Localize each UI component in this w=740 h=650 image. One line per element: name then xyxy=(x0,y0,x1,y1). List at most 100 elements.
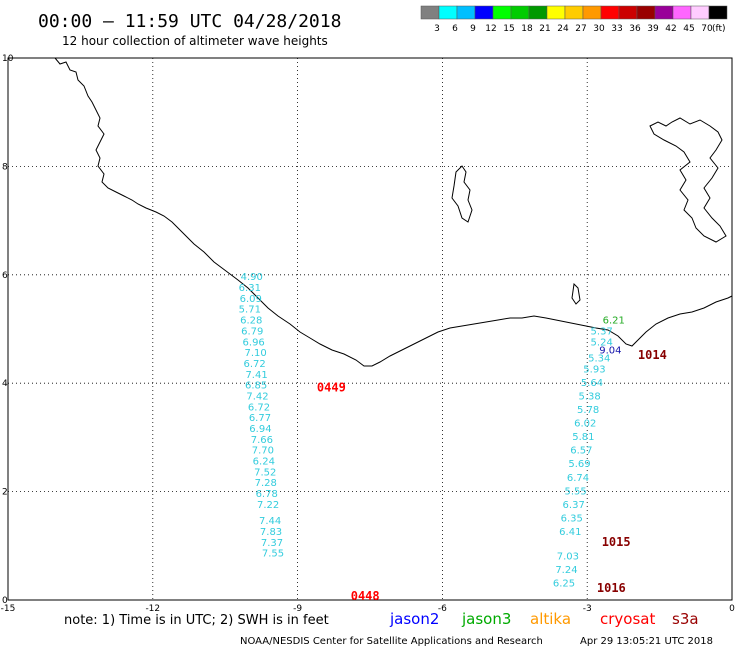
x-tick-label: 0 xyxy=(729,604,735,614)
colorbar-label: 27 xyxy=(575,24,586,34)
colorbar-swatch xyxy=(438,5,458,20)
colorbar-label: 12 xyxy=(485,24,496,34)
page-title: 00:00 – 11:59 UTC 04/28/2018 xyxy=(38,11,341,32)
colorbar-label: 15 xyxy=(503,24,514,34)
satellite-legend: jason2 jason3 altika cryosat s3a xyxy=(389,610,699,628)
wave-height-value: 5.69 xyxy=(568,459,590,470)
coastal-lagoon-outline xyxy=(571,282,581,305)
wave-height-value: 7.03 xyxy=(557,551,579,562)
map-frame xyxy=(7,57,733,601)
wave-height-value: 6.94 xyxy=(249,424,271,435)
wave-height-value: 6.78 xyxy=(256,489,278,500)
satellite-legend-altika: altika xyxy=(530,610,571,628)
wave-height-value: 7.52 xyxy=(254,467,276,478)
satellite-legend-s3a: s3a xyxy=(672,610,699,628)
wave-height-value: 5.93 xyxy=(583,364,605,375)
wave-height-value: 6.77 xyxy=(249,413,271,424)
satellite-legend-jason3: jason3 xyxy=(461,610,511,628)
x-tick-label: -3 xyxy=(583,604,592,614)
wave-height-value: 4.90 xyxy=(241,272,263,283)
colorbar-label: 9 xyxy=(470,24,476,34)
x-tick-label: -12 xyxy=(145,604,160,614)
colorbar-label: 39 xyxy=(647,24,659,34)
wave-height-value: 6.37 xyxy=(563,500,585,511)
wave-height-value: 6.74 xyxy=(567,473,589,484)
wave-height-value: 5.64 xyxy=(581,378,603,389)
colorbar-label: 30 xyxy=(593,24,605,34)
wave-height-value: 6.21 xyxy=(603,316,625,327)
wave-height-value: 7.44 xyxy=(259,516,281,527)
wave-height-value: 5.34 xyxy=(588,354,610,365)
wave-height-value: 6.72 xyxy=(244,359,266,370)
pass-time-label: 1016 xyxy=(597,581,626,595)
wave-height-value: 6.09 xyxy=(240,294,262,305)
wave-height-value: 6.72 xyxy=(248,402,270,413)
wave-height-value: 7.66 xyxy=(251,435,273,446)
colorbar-swatch xyxy=(690,5,710,20)
footer-timestamp: Apr 29 13:05:21 UTC 2018 xyxy=(580,636,713,647)
pass-time-label: 1014 xyxy=(638,348,667,362)
wave-height-value: 6.57 xyxy=(570,446,592,457)
wave-height-value: 6.24 xyxy=(253,457,275,468)
colorbar-swatch xyxy=(546,5,566,20)
wave-height-value: 5.38 xyxy=(578,391,600,402)
colorbar-swatch xyxy=(474,5,494,20)
y-tick-label: 10 xyxy=(2,54,14,64)
y-tick-label: 6 xyxy=(2,271,8,281)
river-niger-delta-outline xyxy=(649,117,727,243)
colorbar-label: 45 xyxy=(683,24,694,34)
page-subtitle: 12 hour collection of altimeter wave hei… xyxy=(62,34,328,48)
west-africa-coastline xyxy=(54,57,733,367)
footer-org: NOAA/NESDIS Center for Satellite Applica… xyxy=(240,636,543,647)
x-tick-label: -6 xyxy=(438,604,447,614)
wave-height-value: 7.55 xyxy=(262,549,284,560)
colorbar-swatch xyxy=(492,5,512,20)
colorbar-label: 42 xyxy=(665,24,676,34)
wave-height-value: 7.37 xyxy=(261,538,283,549)
pass-time-label: 0448 xyxy=(351,589,380,603)
colorbar-label: 70 xyxy=(701,24,713,34)
pass-time-label: 1015 xyxy=(602,535,631,549)
colorbar-swatch xyxy=(654,5,674,20)
colorbar-label: 36 xyxy=(629,24,641,34)
wave-height-value: 6.35 xyxy=(561,513,583,524)
wave-height-value: 6.25 xyxy=(553,578,575,589)
wave-height-value: 6.79 xyxy=(241,326,263,337)
colorbar-swatch xyxy=(708,5,728,20)
graticule xyxy=(8,58,732,600)
wave-height-value: 7.24 xyxy=(555,565,577,576)
colorbar-label: 6 xyxy=(452,24,458,34)
y-tick-label: 4 xyxy=(2,379,8,389)
wave-height-value: 5.71 xyxy=(239,305,261,316)
wave-height-value: 6.96 xyxy=(243,337,265,348)
colorbar-swatch xyxy=(618,5,638,20)
wave-height-value: 5.55 xyxy=(564,486,586,497)
lake-volta-outline xyxy=(451,165,473,223)
colorbar-label: 24 xyxy=(557,24,569,34)
colorbar-swatch xyxy=(600,5,620,20)
colorbar-label: 18 xyxy=(521,24,533,34)
wave-height-value: 6.02 xyxy=(574,419,596,430)
wave-height-colorbar: 3 6 9 12 15 18 21 24 27 30 33 36 39 42 45 70 xyxy=(420,5,728,34)
satellite-legend-jason2: jason2 xyxy=(389,610,439,628)
wave-height-value: 5.24 xyxy=(591,337,613,348)
colorbar-swatch xyxy=(636,5,656,20)
wave-height-value: 7.28 xyxy=(255,478,277,489)
colorbar-swatch xyxy=(582,5,602,20)
colorbar-swatch xyxy=(510,5,530,20)
wave-height-value: 6.41 xyxy=(559,527,581,538)
wave-height-value: 5.37 xyxy=(591,326,613,337)
colorbar-swatch xyxy=(672,5,692,20)
colorbar-label: 3 xyxy=(434,24,440,34)
units-note: note: 1) Time is in UTC; 2) SWH is in fe… xyxy=(64,613,329,628)
colorbar-swatch xyxy=(420,5,440,20)
wave-height-value: 7.83 xyxy=(260,527,282,538)
x-tick-label: -9 xyxy=(293,604,302,614)
wave-height-value: 7.70 xyxy=(252,446,274,457)
colorbar-swatch xyxy=(528,5,548,20)
wave-height-value: 6.31 xyxy=(239,283,261,294)
wave-height-value: 7.42 xyxy=(246,391,268,402)
wave-height-value: 7.10 xyxy=(244,348,266,359)
wave-height-value: 6.28 xyxy=(240,316,262,327)
